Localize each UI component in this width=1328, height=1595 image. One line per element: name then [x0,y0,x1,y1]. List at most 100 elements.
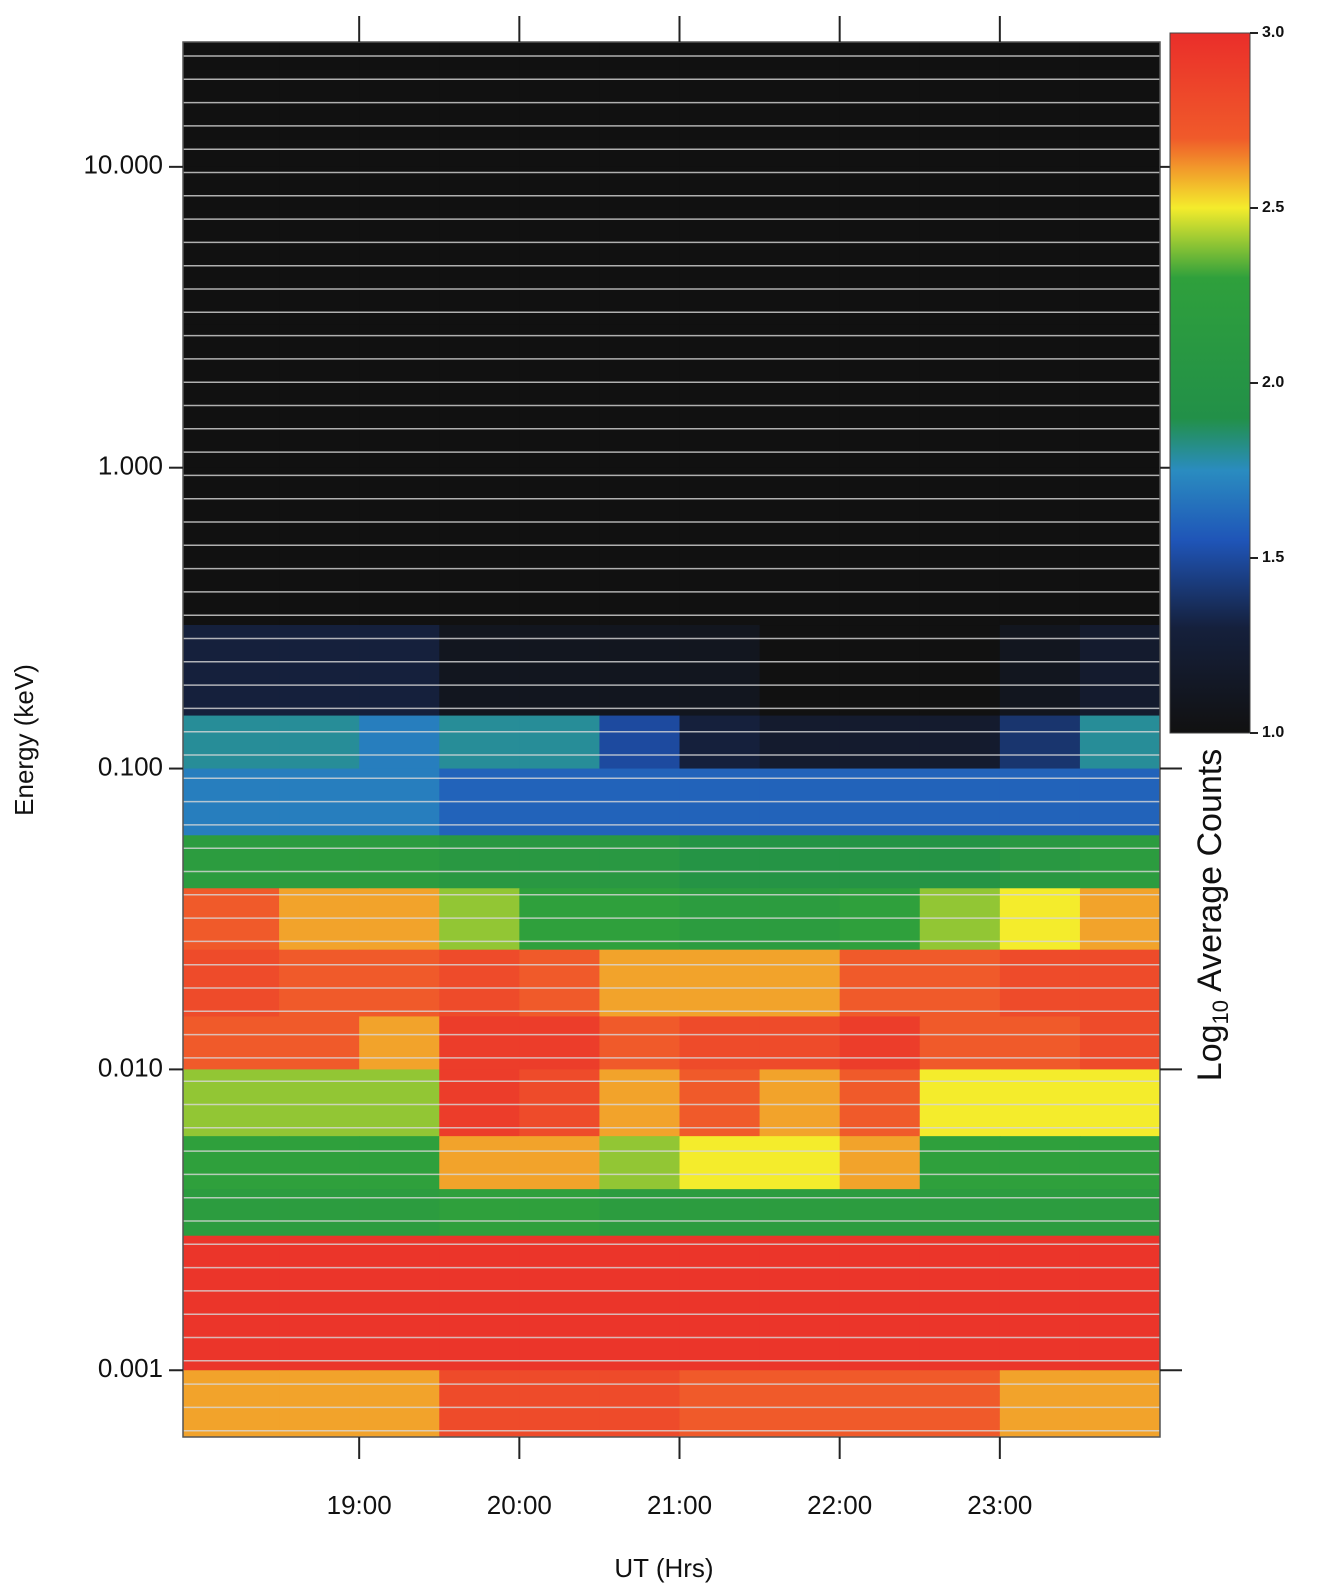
heatmap-cell [519,888,600,951]
heatmap-cell [919,42,1001,168]
heatmap-cell [999,1069,1081,1137]
heatmap-cell [919,888,1001,951]
heatmap-cell [439,1235,520,1318]
heatmap-cell [183,625,280,717]
heatmap-cell [759,888,841,951]
heatmap-cell [279,324,360,469]
heatmap-cell [599,1370,681,1438]
heatmap-cell [439,1069,520,1137]
heatmap-cell [839,1317,921,1371]
heatmap-cell [679,1016,761,1070]
heatmap-cell [1079,324,1161,469]
heatmap-cell [759,1136,841,1190]
heatmap-cell [999,1235,1081,1318]
heatmap-cell [839,1136,921,1190]
heatmap-cell [839,625,921,717]
heatmap-cell [183,1317,280,1371]
colorbar [1169,32,1251,734]
heatmap-cell [999,1370,1081,1438]
heatmap-cell [279,1069,360,1137]
heatmap-cell [679,625,761,717]
heatmap-cell [759,1235,841,1318]
heatmap-cell [439,1136,520,1190]
heatmap-cell [759,1317,841,1371]
heatmap-cell [519,1016,600,1070]
y-tick-label: 0.001 [98,1353,163,1383]
heatmap-cell [439,166,520,325]
heatmap-cell [359,324,440,469]
heatmap-cell [679,1136,761,1190]
heatmap-cell [679,1069,761,1137]
heatmap-cell [279,1235,360,1318]
heatmap-cell [183,1069,280,1137]
heatmap-cell [439,715,520,770]
heatmap-cell [279,888,360,951]
heatmap-cell [279,1317,360,1371]
heatmap-cell [839,166,921,325]
heatmap-cell [839,835,921,889]
heatmap-cell [999,625,1081,717]
heatmap-cell [1079,949,1161,1017]
heatmap-cell [599,166,681,325]
heatmap-cell [839,1016,921,1070]
heatmap-cell [999,1317,1081,1371]
colorbar-tick-label: 2.5 [1262,199,1284,216]
heatmap-cell [999,888,1081,951]
heatmap-cell [359,467,440,626]
heatmap-cell [519,1136,600,1190]
heatmap-cell [839,1235,921,1318]
heatmap-cell [279,1370,360,1438]
heatmap-cell [999,166,1081,325]
heatmap-cell [759,324,841,469]
heatmap-cell [999,467,1081,626]
heatmap-cell [359,1136,440,1190]
heatmap-cell [359,1016,440,1070]
heatmap-cell [439,835,520,889]
heatmap-cell [919,1016,1001,1070]
heatmap-cell [679,324,761,469]
heatmap-cell [839,42,921,168]
heatmap-cell [439,949,520,1017]
heatmap-cell [679,1370,761,1438]
heatmap-cell [759,715,841,770]
heatmap-cell [359,42,440,168]
heatmap-cell [839,949,921,1017]
heatmap-cell [599,835,681,889]
colorbar-label-rest: Average Counts [1191,749,1229,992]
heatmap-cell [519,1189,600,1237]
heatmap-cell [599,1136,681,1190]
heatmap-cell [183,835,280,889]
heatmap-cell [599,467,681,626]
y-tick-label: 1.000 [98,451,163,481]
heatmap-cell [439,1317,520,1371]
x-tick-label: 19:00 [327,1490,392,1520]
heatmap-cell [279,835,360,889]
heatmap-cell [439,467,520,626]
heatmap-cell [279,715,360,770]
heatmap-cell [183,949,280,1017]
heatmap-cell [1079,1136,1161,1190]
heatmap-cell [183,1370,280,1438]
heatmap-cell [919,1069,1001,1137]
heatmap-cell [519,1317,600,1371]
heatmap-cell [183,166,280,325]
x-tick-label: 21:00 [647,1490,712,1520]
heatmap-cell [999,949,1081,1017]
heatmap-cell [999,835,1081,889]
heatmap-cell [679,835,761,889]
heatmap-cell [359,1370,440,1438]
heatmap-cell [999,1136,1081,1190]
heatmap-cell [679,715,761,770]
heatmap-cell [439,1370,520,1438]
heatmap-cell [519,625,600,717]
heatmap-cell [1079,715,1161,770]
heatmap-cell [1079,1235,1161,1318]
heatmap-cell [359,1235,440,1318]
heatmap-cell [919,1235,1001,1318]
colorbar-tick-label: 3.0 [1262,24,1284,41]
heatmap-cell [679,1235,761,1318]
heatmap-cell [519,1235,600,1318]
heatmap-cell [359,1069,440,1137]
heatmap-cell [439,1016,520,1070]
